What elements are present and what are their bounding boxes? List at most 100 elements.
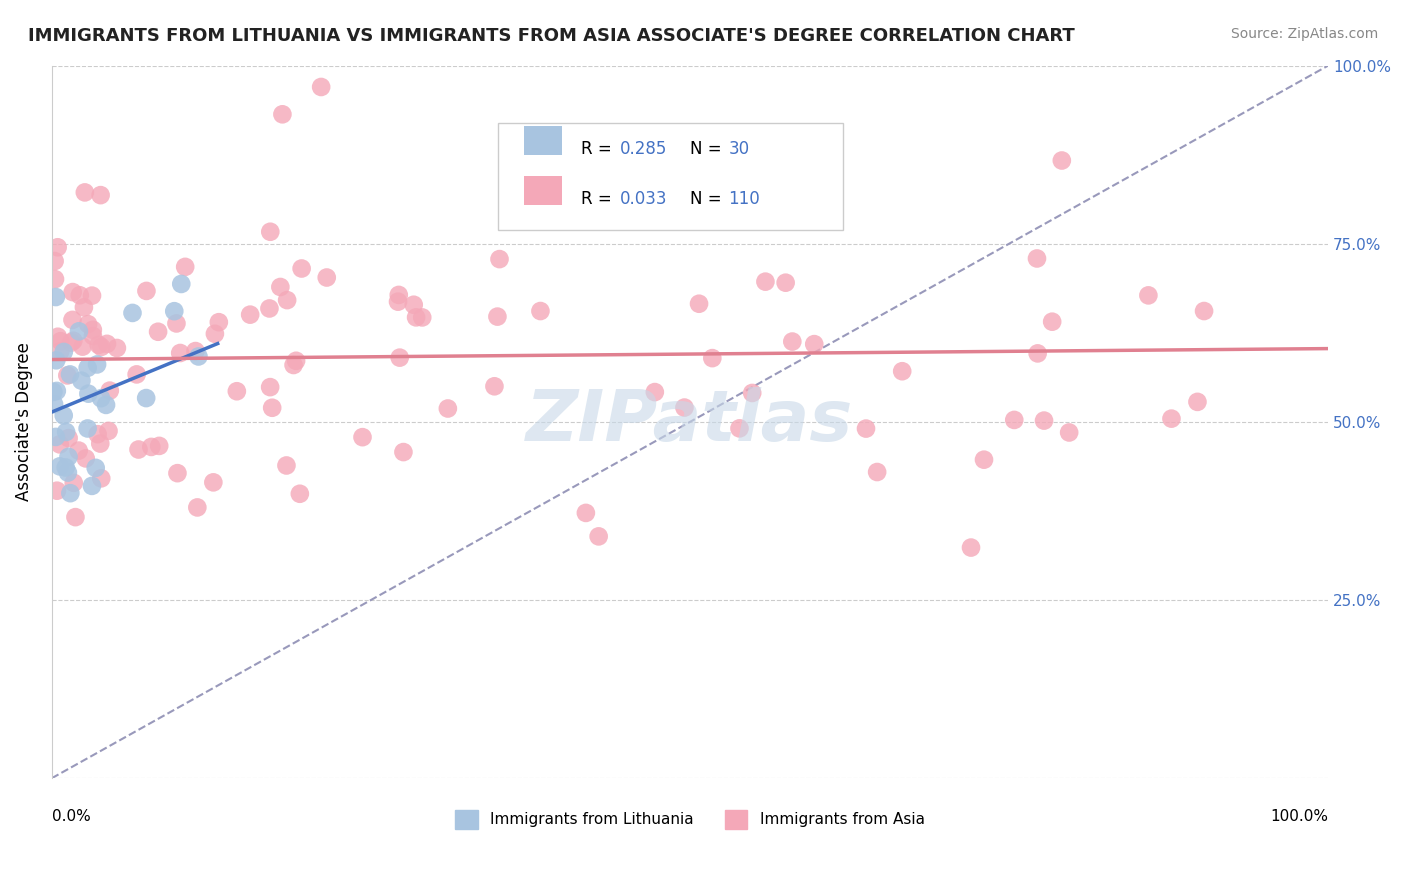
Immigrants from Asia bbox=[49, 334, 72, 349]
Immigrants from Lithuania bbox=[58, 450, 80, 464]
Immigrants from Asia bbox=[225, 384, 247, 399]
Immigrants from Asia bbox=[405, 310, 427, 325]
Immigrants from Asia bbox=[288, 487, 311, 501]
Immigrants from Lithuania bbox=[76, 421, 98, 435]
Immigrants from Asia bbox=[169, 346, 191, 360]
Immigrants from Asia bbox=[44, 272, 66, 286]
Immigrants from Asia bbox=[148, 439, 170, 453]
Immigrants from Asia bbox=[62, 285, 84, 299]
Immigrants from Asia bbox=[62, 313, 84, 327]
Immigrants from Asia bbox=[1192, 304, 1215, 318]
Immigrants from Lithuania bbox=[94, 398, 117, 412]
Immigrants from Asia bbox=[741, 386, 763, 401]
Immigrants from Lithuania bbox=[84, 461, 107, 475]
Immigrants from Asia bbox=[392, 445, 415, 459]
Immigrants from Asia bbox=[588, 529, 610, 543]
Immigrants from Lithuania bbox=[80, 479, 103, 493]
Text: 0.0%: 0.0% bbox=[52, 809, 90, 824]
Immigrants from Asia bbox=[775, 276, 797, 290]
Immigrants from Asia bbox=[141, 440, 163, 454]
Immigrants from Asia bbox=[1040, 315, 1063, 329]
Immigrants from Asia bbox=[1050, 153, 1073, 168]
Immigrants from Lithuania bbox=[45, 384, 67, 398]
Immigrants from Asia bbox=[891, 364, 914, 378]
Immigrants from Asia bbox=[855, 421, 877, 435]
Immigrants from Lithuania bbox=[55, 460, 77, 475]
Immigrants from Lithuania bbox=[163, 304, 186, 318]
Immigrants from Asia bbox=[73, 301, 96, 315]
Immigrants from Asia bbox=[72, 340, 94, 354]
Immigrants from Asia bbox=[276, 458, 298, 473]
Immigrants from Asia bbox=[973, 452, 995, 467]
Text: 110: 110 bbox=[728, 190, 761, 209]
Immigrants from Asia bbox=[105, 341, 128, 355]
Immigrants from Asia bbox=[82, 323, 104, 337]
Immigrants from Asia bbox=[688, 297, 710, 311]
Immigrants from Lithuania bbox=[121, 306, 143, 320]
Text: 100.0%: 100.0% bbox=[1270, 809, 1329, 824]
Immigrants from Asia bbox=[575, 506, 598, 520]
Immigrants from Asia bbox=[80, 288, 103, 302]
Immigrants from Asia bbox=[204, 326, 226, 341]
Immigrants from Asia bbox=[174, 260, 197, 274]
Immigrants from Asia bbox=[239, 308, 262, 322]
Text: 30: 30 bbox=[728, 140, 749, 159]
Text: ZIPatlas: ZIPatlas bbox=[526, 387, 853, 457]
Immigrants from Asia bbox=[352, 430, 374, 444]
Y-axis label: Associate's Degree: Associate's Degree bbox=[15, 343, 32, 501]
Immigrants from Asia bbox=[60, 335, 83, 350]
Immigrants from Asia bbox=[96, 336, 118, 351]
Immigrants from Asia bbox=[309, 80, 332, 95]
Immigrants from Lithuania bbox=[56, 466, 79, 480]
Immigrants from Lithuania bbox=[90, 391, 112, 405]
Text: R =: R = bbox=[582, 140, 617, 159]
Immigrants from Lithuania bbox=[187, 350, 209, 364]
Immigrants from Asia bbox=[388, 351, 411, 365]
Immigrants from Lithuania bbox=[59, 486, 82, 500]
Immigrants from Asia bbox=[62, 475, 84, 490]
Immigrants from Asia bbox=[146, 325, 169, 339]
Immigrants from Asia bbox=[73, 186, 96, 200]
Immigrants from Lithuania bbox=[55, 425, 77, 439]
Immigrants from Lithuania bbox=[52, 409, 75, 423]
Immigrants from Lithuania bbox=[77, 386, 100, 401]
Immigrants from Asia bbox=[269, 280, 291, 294]
Immigrants from Asia bbox=[1137, 288, 1160, 302]
Immigrants from Lithuania bbox=[45, 290, 67, 304]
Immigrants from Asia bbox=[77, 317, 100, 331]
Immigrants from Asia bbox=[90, 340, 112, 354]
Immigrants from Asia bbox=[166, 317, 188, 331]
Immigrants from Asia bbox=[97, 424, 120, 438]
Immigrants from Asia bbox=[1033, 414, 1056, 428]
Immigrants from Asia bbox=[960, 541, 983, 555]
Immigrants from Asia bbox=[259, 380, 281, 394]
Immigrants from Asia bbox=[69, 288, 91, 302]
Immigrants from Lithuania bbox=[170, 277, 193, 291]
Immigrants from Asia bbox=[56, 368, 79, 383]
Immigrants from Asia bbox=[1026, 252, 1049, 266]
Text: R =: R = bbox=[582, 190, 617, 209]
Immigrants from Asia bbox=[184, 344, 207, 359]
Immigrants from Asia bbox=[202, 475, 225, 490]
Immigrants from Asia bbox=[259, 301, 281, 316]
Immigrants from Lithuania bbox=[135, 391, 157, 405]
Immigrants from Asia bbox=[486, 310, 509, 324]
Immigrants from Asia bbox=[90, 471, 112, 485]
Text: N =: N = bbox=[690, 190, 727, 209]
Immigrants from Asia bbox=[125, 368, 148, 382]
Immigrants from Asia bbox=[387, 294, 409, 309]
Text: IMMIGRANTS FROM LITHUANIA VS IMMIGRANTS FROM ASIA ASSOCIATE'S DEGREE CORRELATION: IMMIGRANTS FROM LITHUANIA VS IMMIGRANTS … bbox=[28, 27, 1074, 45]
Immigrants from Asia bbox=[65, 510, 87, 524]
Immigrants from Lithuania bbox=[67, 324, 90, 338]
Bar bbox=[524, 176, 562, 204]
Immigrants from Asia bbox=[402, 298, 425, 312]
Immigrants from Asia bbox=[186, 500, 208, 515]
Immigrants from Asia bbox=[75, 451, 97, 466]
Immigrants from Asia bbox=[271, 107, 294, 121]
Immigrants from Asia bbox=[702, 351, 724, 365]
Immigrants from Asia bbox=[46, 483, 69, 498]
Immigrants from Lithuania bbox=[76, 360, 98, 375]
Immigrants from Lithuania bbox=[70, 374, 93, 388]
Immigrants from Asia bbox=[67, 443, 90, 458]
Text: N =: N = bbox=[690, 140, 727, 159]
